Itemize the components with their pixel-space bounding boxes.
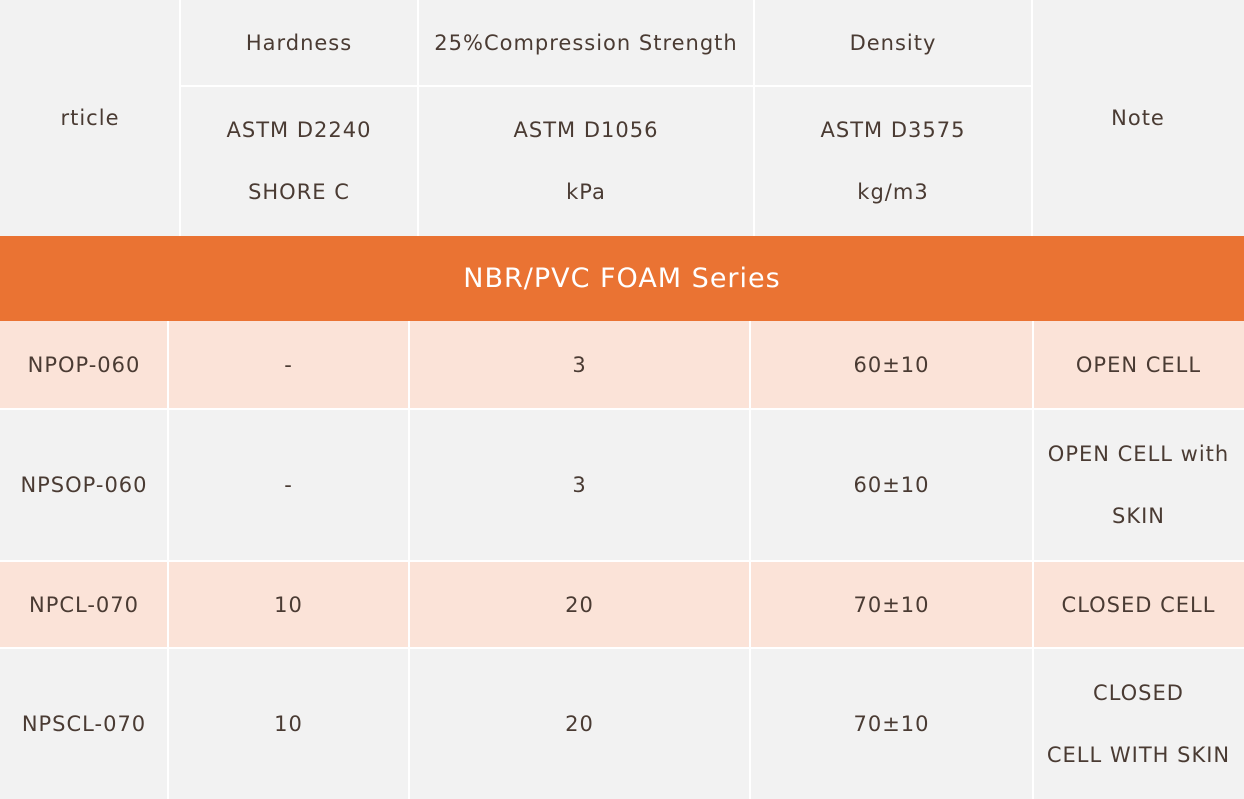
header-hardness-unit: SHORE C [248, 180, 350, 204]
divider [753, 0, 755, 236]
row-compression: 3 [572, 473, 587, 497]
row-note-line: CLOSED [1093, 681, 1184, 705]
divider [1031, 0, 1033, 236]
header-hardness-standard: ASTM D2240 [226, 118, 372, 142]
row-note: OPEN CELL [1033, 321, 1244, 408]
series-banner: NBR/PVC FOAM Series [0, 236, 1244, 321]
row-compression: 20 [565, 712, 594, 736]
header-hardness-spec: ASTM D2240 SHORE C [180, 86, 418, 236]
header-compression-unit: kPa [566, 180, 606, 204]
header-compression-name: 25%Compression Strength [434, 31, 738, 55]
header-density-spec: ASTM D3575 kg/m3 [754, 86, 1032, 236]
header-compression-standard: ASTM D1056 [513, 118, 659, 142]
header-note: Note [1111, 106, 1165, 130]
table-row [0, 410, 1244, 560]
row-compression: 20 [565, 592, 594, 617]
row-note-line: CELL WITH SKIN [1046, 743, 1231, 767]
row-article: NPSOP-060 [20, 473, 148, 497]
row-density: 60±10 [853, 473, 930, 497]
row-note-line: SKIN [1111, 504, 1165, 528]
row-density: 70±10 [853, 592, 930, 617]
row-density: 60±10 [853, 352, 930, 377]
row-hardness: - [284, 352, 293, 377]
header-hardness-name: Hardness [245, 31, 353, 55]
header-compression-spec: ASTM D1056 kPa [418, 86, 754, 236]
table-row [0, 562, 1244, 647]
row-density: 70±10 [853, 712, 930, 736]
row-hardness: 10 [274, 592, 303, 617]
row-article: NPSCL-070 [21, 712, 147, 736]
table-row [0, 649, 1244, 799]
table-header [0, 0, 1244, 236]
divider [180, 85, 1032, 87]
divider [179, 0, 181, 236]
row-article: NPCL-070 [28, 592, 140, 617]
row-note: CLOSED CELL [1033, 562, 1244, 647]
row-hardness: - [284, 473, 293, 497]
divider [417, 0, 419, 236]
header-density-unit: kg/m3 [857, 180, 929, 204]
header-article: rticle [60, 106, 120, 130]
header-density-name: Density [849, 31, 937, 55]
table-row [0, 321, 1244, 408]
divider [0, 408, 1244, 410]
row-note-line: CLOSED CELL [1061, 592, 1216, 617]
row-note: OPEN CELL with SKIN [1033, 410, 1244, 560]
row-note-line: OPEN CELL [1075, 352, 1202, 377]
divider [0, 647, 1244, 649]
header-density-standard: ASTM D3575 [820, 118, 966, 142]
row-article: NPOP-060 [27, 352, 141, 377]
row-note: CLOSED CELL WITH SKIN [1033, 649, 1244, 799]
divider [0, 560, 1244, 562]
row-compression: 3 [572, 352, 587, 377]
row-note-line: OPEN CELL with [1047, 442, 1230, 466]
row-hardness: 10 [274, 712, 303, 736]
